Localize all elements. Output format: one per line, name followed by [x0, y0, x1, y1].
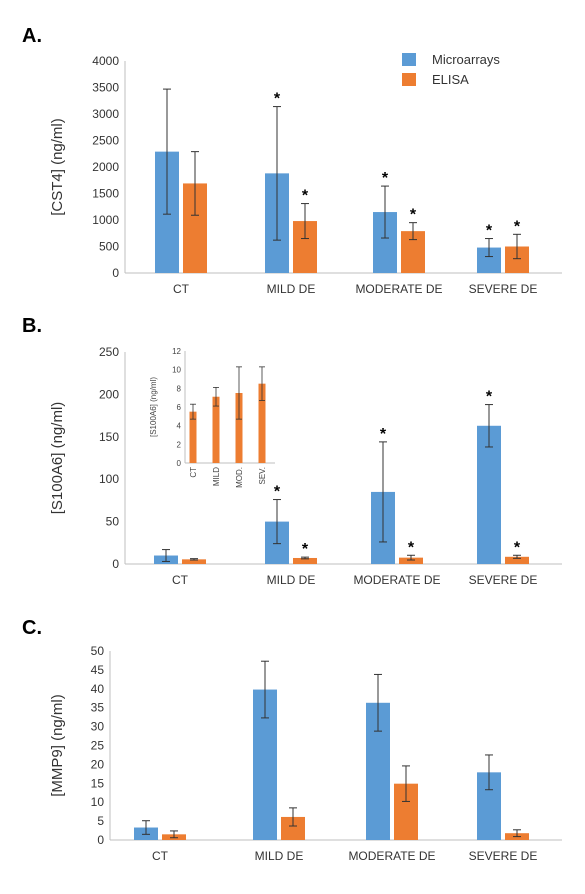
- inset-y-tick-label: 10: [172, 366, 181, 375]
- significance-star: *: [408, 539, 415, 556]
- category-label: MILD DE: [267, 282, 316, 296]
- y-tick-label: 40: [91, 682, 105, 696]
- y-tick-label: 20: [91, 757, 105, 771]
- legend-swatch-microarrays: [402, 53, 416, 66]
- bar-microarrays: [477, 425, 501, 564]
- category-label: CT: [152, 849, 169, 863]
- panel-label: B.: [22, 315, 42, 337]
- significance-star: *: [274, 484, 281, 501]
- y-tick-label: 2500: [92, 134, 119, 148]
- y-tick-label: 45: [91, 663, 105, 677]
- y-tick-label: 4000: [92, 54, 119, 68]
- y-tick-label: 0: [112, 557, 119, 571]
- inset-category-label: MILD: [212, 467, 221, 486]
- y-tick-label: 150: [99, 430, 119, 444]
- y-tick-label: 500: [99, 240, 119, 254]
- inset-bar: [212, 396, 220, 463]
- significance-star: *: [486, 389, 493, 406]
- inset-category-label: MOD.: [235, 467, 244, 488]
- significance-star: *: [486, 223, 493, 240]
- significance-star: *: [410, 207, 417, 224]
- y-tick-label: 1000: [92, 213, 119, 227]
- panel-label: C.: [22, 617, 42, 639]
- category-label: MODERATE DE: [355, 282, 442, 296]
- inset-category-label: CT: [189, 467, 198, 478]
- y-tick-label: 25: [91, 739, 105, 753]
- inset-bar: [189, 411, 197, 463]
- bar-elisa: [182, 559, 206, 564]
- legend-label-microarrays: Microarrays: [432, 52, 500, 67]
- inset-y-tick-label: 12: [172, 347, 181, 356]
- y-tick-label: 5: [97, 814, 104, 828]
- inset-y-tick-label: 8: [177, 384, 182, 393]
- panel-label: A.: [22, 25, 42, 47]
- inset-bar: [235, 393, 243, 463]
- bar-elisa: [281, 816, 305, 840]
- significance-star: *: [514, 218, 521, 235]
- bar-elisa: [293, 557, 317, 564]
- category-label: MODERATE DE: [348, 849, 435, 863]
- inset-y-tick-label: 2: [177, 440, 182, 449]
- y-tick-label: 10: [91, 795, 105, 809]
- significance-star: *: [514, 539, 521, 556]
- category-label: SEVERE DE: [469, 849, 538, 863]
- y-tick-label: 0: [97, 833, 104, 847]
- legend-swatch-elisa: [402, 73, 416, 86]
- y-tick-label: 50: [91, 644, 105, 658]
- category-label: CT: [173, 282, 190, 296]
- legend-label-elisa: ELISA: [432, 72, 469, 87]
- y-tick-label: 0: [112, 266, 119, 280]
- y-tick-label: 50: [106, 515, 120, 529]
- inset-category-label: SEV.: [258, 467, 267, 485]
- y-tick-label: 100: [99, 472, 119, 486]
- inset-y-tick-label: 0: [177, 459, 182, 468]
- inset-y-axis-label: [S100A6] (ng/ml): [149, 377, 158, 437]
- bar-elisa: [399, 557, 423, 564]
- y-tick-label: 200: [99, 387, 119, 401]
- y-axis-label: [MMP9] (ng/ml): [49, 694, 66, 797]
- y-tick-label: 3000: [92, 107, 119, 121]
- y-tick-label: 250: [99, 345, 119, 359]
- y-tick-label: 1500: [92, 187, 119, 201]
- category-label: MODERATE DE: [353, 573, 440, 587]
- y-tick-label: 35: [91, 701, 105, 715]
- y-axis-label: [CST4] (ng/ml): [49, 118, 66, 216]
- category-label: CT: [172, 573, 189, 587]
- category-label: MILD DE: [255, 849, 304, 863]
- significance-star: *: [302, 541, 309, 558]
- inset-bar: [258, 383, 266, 463]
- category-label: SEVERE DE: [469, 282, 538, 296]
- category-label: MILD DE: [267, 573, 316, 587]
- y-tick-label: 30: [91, 720, 105, 734]
- inset-y-tick-label: 6: [177, 403, 182, 412]
- significance-star: *: [302, 188, 309, 205]
- significance-star: *: [380, 426, 387, 443]
- significance-star: *: [274, 91, 281, 108]
- y-tick-label: 3500: [92, 81, 119, 95]
- bar-elisa: [505, 556, 529, 564]
- significance-star: *: [382, 170, 389, 187]
- y-tick-label: 15: [91, 776, 105, 790]
- category-label: SEVERE DE: [469, 573, 538, 587]
- y-tick-label: 2000: [92, 160, 119, 174]
- inset-y-tick-label: 4: [177, 422, 182, 431]
- y-axis-label: [S100A6] (ng/ml): [49, 402, 66, 515]
